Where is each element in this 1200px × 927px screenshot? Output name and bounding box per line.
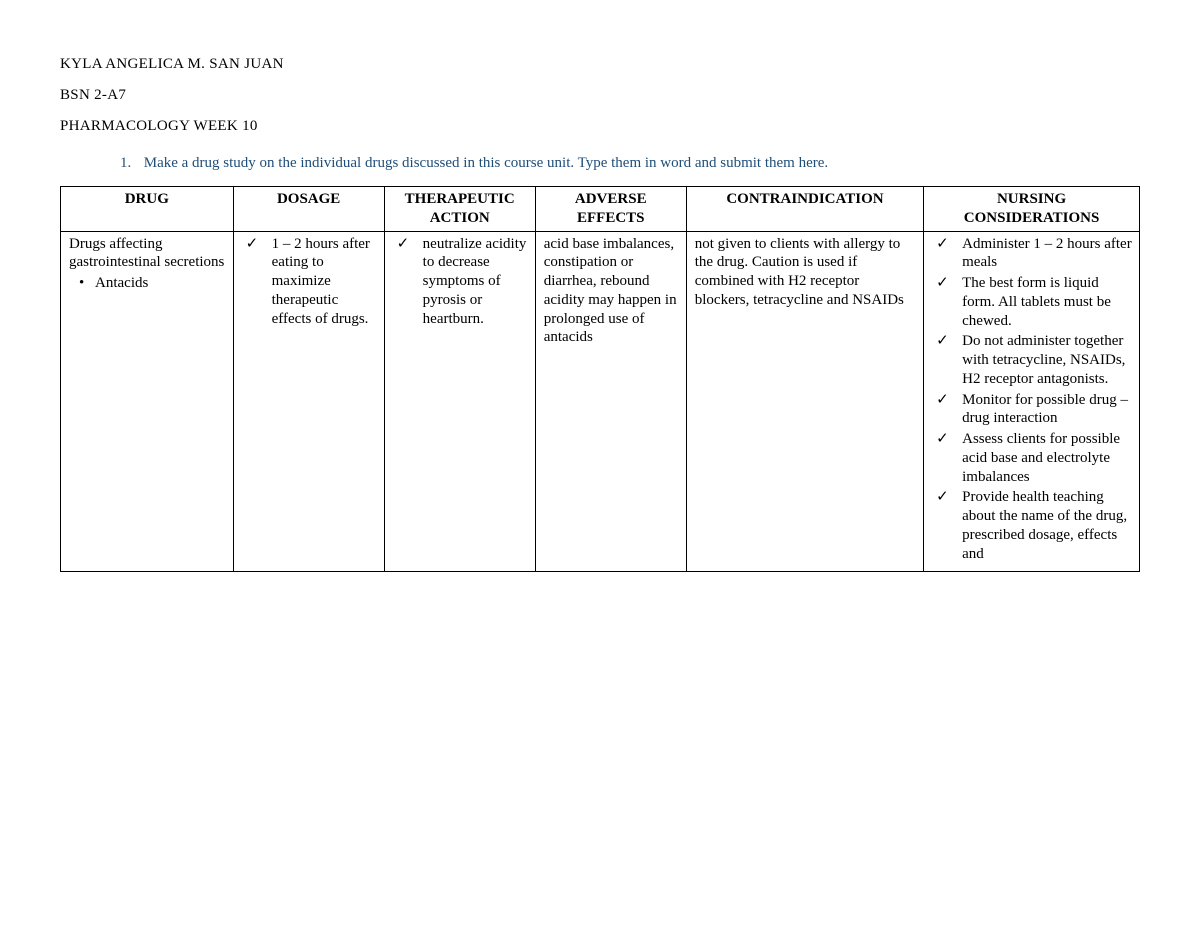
action-check-item: neutralize acidity to decrease symptoms … bbox=[391, 235, 529, 329]
student-section: BSN 2-A7 bbox=[60, 87, 1140, 104]
cell-nursing: Administer 1 – 2 hours after meals The b… bbox=[924, 231, 1140, 572]
col-header-nursing: NURSING CONSIDERATIONS bbox=[924, 187, 1140, 232]
course-week: PHARMACOLOGY WEEK 10 bbox=[60, 118, 1140, 135]
table-header-row: DRUG DOSAGE THERAPEUTIC ACTION ADVERSE E… bbox=[61, 187, 1140, 232]
col-header-contra: CONTRAINDICATION bbox=[686, 187, 923, 232]
dosage-check-item: 1 – 2 hours after eating to maximize the… bbox=[240, 235, 378, 329]
drug-study-table: DRUG DOSAGE THERAPEUTIC ACTION ADVERSE E… bbox=[60, 186, 1140, 572]
instruction-text: Make a drug study on the individual drug… bbox=[144, 155, 828, 171]
col-header-action: THERAPEUTIC ACTION bbox=[384, 187, 535, 232]
nursing-check-item: Monitor for possible drug – drug interac… bbox=[930, 391, 1133, 429]
col-header-dosage: DOSAGE bbox=[233, 187, 384, 232]
drug-intro: Drugs affecting gastrointestinal secreti… bbox=[67, 235, 227, 273]
nursing-check-item: Do not administer together with tetracyc… bbox=[930, 332, 1133, 388]
nursing-check-list: Administer 1 – 2 hours after meals The b… bbox=[930, 235, 1133, 564]
instruction-number: 1. bbox=[120, 155, 140, 172]
action-check-list: neutralize acidity to decrease symptoms … bbox=[391, 235, 529, 329]
table-row: Drugs affecting gastrointestinal secreti… bbox=[61, 231, 1140, 572]
cell-action: neutralize acidity to decrease symptoms … bbox=[384, 231, 535, 572]
cell-dosage: 1 – 2 hours after eating to maximize the… bbox=[233, 231, 384, 572]
nursing-check-item: The best form is liquid form. All tablet… bbox=[930, 274, 1133, 330]
contra-text: not given to clients with allergy to the… bbox=[693, 235, 917, 310]
col-header-drug: DRUG bbox=[61, 187, 234, 232]
dosage-check-list: 1 – 2 hours after eating to maximize the… bbox=[240, 235, 378, 329]
instruction-line: 1. Make a drug study on the individual d… bbox=[120, 155, 1140, 172]
student-name: KYLA ANGELICA M. SAN JUAN bbox=[60, 56, 1140, 73]
cell-adverse: acid base imbalances, constipation or di… bbox=[535, 231, 686, 572]
nursing-check-item: Provide health teaching about the name o… bbox=[930, 488, 1133, 563]
drug-bullet-list: Antacids bbox=[67, 274, 227, 293]
adverse-text: acid base imbalances, constipation or di… bbox=[542, 235, 680, 348]
col-header-adverse: ADVERSE EFFECTS bbox=[535, 187, 686, 232]
nursing-check-item: Assess clients for possible acid base an… bbox=[930, 430, 1133, 486]
cell-drug: Drugs affecting gastrointestinal secreti… bbox=[61, 231, 234, 572]
drug-bullet-item: Antacids bbox=[67, 274, 227, 293]
cell-contra: not given to clients with allergy to the… bbox=[686, 231, 923, 572]
nursing-check-item: Administer 1 – 2 hours after meals bbox=[930, 235, 1133, 273]
